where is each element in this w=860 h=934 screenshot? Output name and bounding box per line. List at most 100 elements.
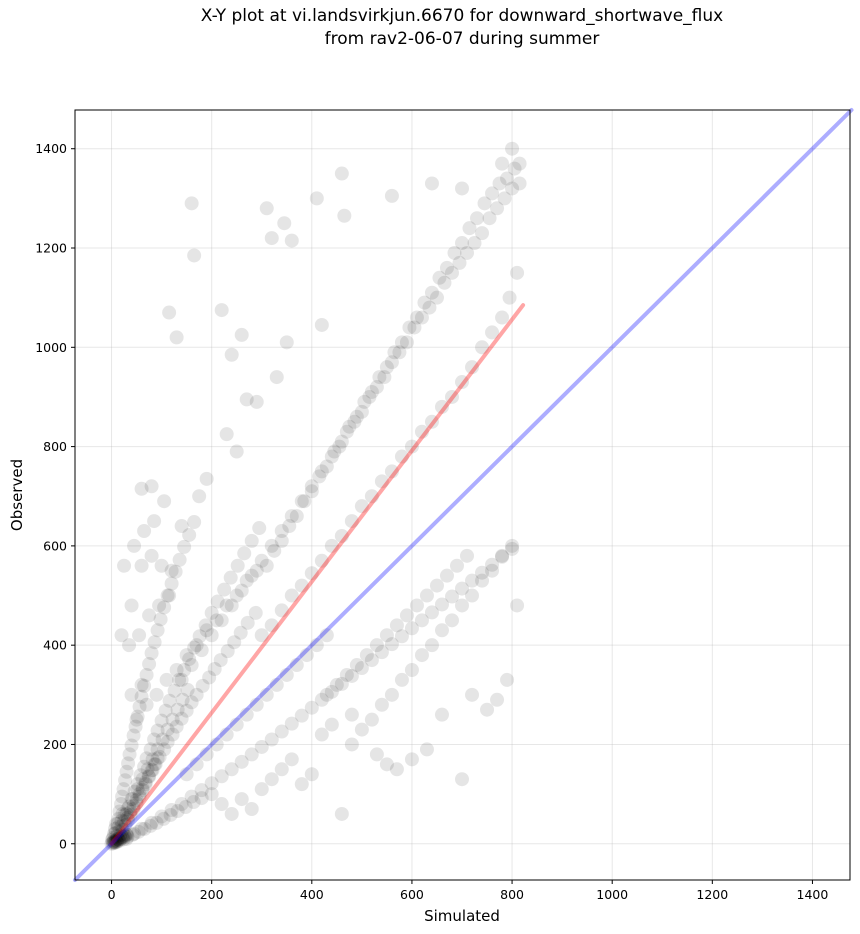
data-point bbox=[144, 479, 159, 494]
data-point bbox=[177, 539, 192, 554]
data-point bbox=[259, 558, 274, 573]
data-point bbox=[144, 763, 159, 778]
data-point bbox=[249, 697, 264, 712]
x-tick-label: 0 bbox=[108, 887, 116, 902]
data-point bbox=[364, 653, 379, 668]
data-point bbox=[327, 444, 342, 459]
data-point bbox=[394, 335, 409, 350]
data-point bbox=[422, 300, 437, 315]
data-point bbox=[244, 533, 259, 548]
data-point bbox=[387, 345, 402, 360]
data-point bbox=[142, 657, 157, 672]
data-point bbox=[264, 618, 279, 633]
data-point bbox=[184, 196, 199, 211]
data-point bbox=[409, 310, 424, 325]
data-point bbox=[107, 834, 122, 849]
data-point bbox=[389, 762, 404, 777]
data-point bbox=[437, 275, 452, 290]
data-points bbox=[104, 141, 527, 851]
data-point bbox=[108, 833, 123, 848]
data-point bbox=[150, 623, 165, 638]
data-point bbox=[224, 347, 239, 362]
data-point bbox=[402, 320, 417, 335]
data-point bbox=[199, 747, 214, 762]
data-point bbox=[304, 484, 319, 499]
data-point bbox=[187, 640, 202, 655]
data-point bbox=[124, 598, 139, 613]
data-point bbox=[202, 670, 217, 685]
data-point bbox=[482, 211, 497, 226]
data-point bbox=[240, 615, 255, 630]
data-point bbox=[274, 603, 289, 618]
data-point bbox=[294, 494, 309, 509]
data-point bbox=[324, 538, 339, 553]
data-point bbox=[105, 835, 120, 850]
data-point bbox=[108, 825, 123, 840]
data-point bbox=[234, 583, 249, 598]
data-point bbox=[309, 191, 324, 206]
data-point bbox=[490, 692, 505, 707]
data-point bbox=[114, 628, 129, 643]
chart-title: X-Y plot at vi.landsvirkjun.6670 for dow… bbox=[200, 6, 724, 26]
data-point bbox=[108, 821, 123, 836]
data-point bbox=[244, 568, 259, 583]
data-point bbox=[115, 829, 130, 844]
data-point bbox=[465, 573, 480, 588]
data-point bbox=[179, 767, 194, 782]
y-tick-label: 1400 bbox=[35, 141, 67, 156]
data-point bbox=[485, 186, 500, 201]
data-point bbox=[169, 330, 184, 345]
data-point bbox=[424, 176, 439, 191]
data-point bbox=[148, 757, 163, 772]
data-point bbox=[377, 370, 392, 385]
data-point bbox=[304, 700, 319, 715]
data-point bbox=[160, 722, 175, 737]
data-point bbox=[454, 236, 469, 251]
data-point bbox=[274, 523, 289, 538]
data-point bbox=[334, 806, 349, 821]
data-point bbox=[187, 515, 202, 530]
data-point bbox=[434, 623, 449, 638]
data-point bbox=[337, 208, 352, 223]
data-point bbox=[125, 792, 140, 807]
data-point bbox=[304, 566, 319, 581]
data-point bbox=[254, 739, 269, 754]
one-to-one-line bbox=[73, 108, 854, 882]
data-point bbox=[439, 568, 454, 583]
data-point bbox=[112, 824, 127, 839]
data-point bbox=[332, 439, 347, 454]
data-point bbox=[334, 528, 349, 543]
data-point bbox=[384, 637, 399, 652]
data-point bbox=[135, 772, 150, 787]
data-point bbox=[359, 648, 374, 663]
data-point bbox=[134, 821, 149, 836]
data-point bbox=[145, 763, 160, 778]
data-point bbox=[269, 370, 284, 385]
data-point bbox=[507, 161, 522, 176]
data-point bbox=[495, 156, 510, 171]
data-point bbox=[167, 683, 182, 698]
data-point bbox=[170, 702, 185, 717]
data-point bbox=[354, 722, 369, 737]
data-point bbox=[134, 689, 149, 704]
data-point bbox=[414, 310, 429, 325]
data-point bbox=[372, 370, 387, 385]
data-point bbox=[164, 576, 179, 591]
data-point bbox=[465, 687, 480, 702]
data-point bbox=[154, 809, 169, 824]
data-point bbox=[252, 521, 267, 536]
data-point bbox=[344, 707, 359, 722]
data-point bbox=[110, 834, 125, 849]
data-point bbox=[142, 608, 157, 623]
data-point bbox=[147, 757, 162, 772]
data-point bbox=[150, 751, 165, 766]
data-point bbox=[165, 712, 180, 727]
data-point bbox=[153, 612, 168, 627]
data-point bbox=[157, 494, 172, 509]
y-tick-label: 1200 bbox=[35, 241, 67, 256]
data-point bbox=[122, 747, 137, 762]
y-tick-label: 600 bbox=[43, 538, 67, 553]
data-point bbox=[113, 827, 128, 842]
data-point bbox=[220, 644, 235, 659]
data-point bbox=[284, 509, 299, 524]
